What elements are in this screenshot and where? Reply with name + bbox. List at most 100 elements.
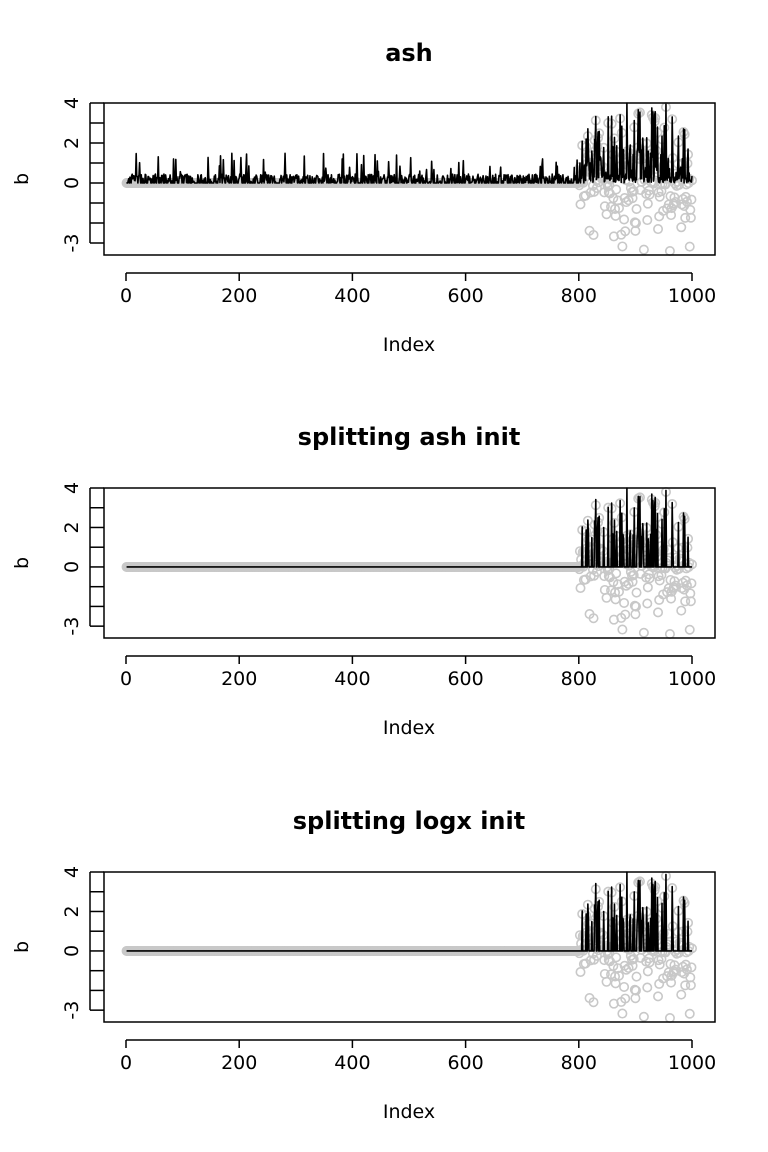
data-point	[627, 193, 638, 204]
data-point	[588, 229, 599, 240]
data-point	[620, 993, 631, 1004]
data-point	[575, 199, 586, 210]
data-point	[666, 977, 677, 988]
data-point	[628, 570, 639, 581]
data-point	[610, 203, 621, 214]
data-point	[654, 191, 665, 202]
y-axis: -3 0 2 4	[61, 866, 104, 1020]
data-point	[653, 607, 664, 618]
x-tick-label: 400	[334, 285, 370, 307]
data-point	[601, 209, 612, 220]
data-point	[610, 971, 621, 982]
data-point	[686, 962, 697, 973]
truth-points	[121, 486, 697, 640]
data-point	[664, 1013, 675, 1024]
data-point	[676, 222, 687, 233]
x-tick-label: 0	[120, 1052, 132, 1074]
x-tick-label: 200	[221, 668, 257, 690]
data-point	[676, 583, 687, 594]
truth-points	[121, 870, 697, 1024]
data-point	[680, 596, 691, 607]
y-tick-label: 4	[61, 482, 83, 494]
data-point	[653, 991, 664, 1002]
data-point	[666, 210, 677, 221]
data-point	[613, 203, 624, 214]
data-point	[619, 981, 630, 992]
data-point	[664, 629, 675, 640]
data-point	[628, 186, 639, 197]
plot-frame	[103, 871, 716, 1023]
data-point	[644, 573, 655, 584]
data-point	[617, 1008, 628, 1019]
data-point	[642, 582, 653, 593]
data-point	[642, 598, 653, 609]
data-point	[611, 184, 622, 195]
y-tick-label: -3	[61, 1001, 83, 1020]
data-point	[680, 191, 691, 202]
data-point	[580, 190, 591, 201]
data-point	[686, 578, 697, 589]
fitted-line	[126, 871, 693, 952]
data-point	[613, 586, 624, 597]
data-point	[580, 958, 591, 969]
data-point	[676, 199, 687, 210]
chart-title: ash	[385, 39, 433, 67]
data-point	[617, 624, 628, 635]
x-tick-label: 400	[334, 1052, 370, 1074]
y-tick-label: 0	[61, 945, 83, 957]
data-point	[684, 624, 695, 635]
y-axis-label: b	[11, 941, 33, 953]
data-point	[680, 212, 691, 223]
data-point	[591, 182, 602, 193]
data-point	[654, 959, 665, 970]
x-tick-label: 0	[120, 668, 132, 690]
data-point	[575, 967, 586, 978]
data-point	[630, 985, 641, 996]
data-point	[580, 574, 591, 585]
data-point	[676, 605, 687, 616]
x-tick-label: 600	[447, 285, 483, 307]
y-tick-label: 4	[61, 866, 83, 878]
data-point	[631, 587, 642, 598]
data-point	[680, 575, 691, 586]
y-axis-label: b	[11, 173, 33, 185]
data-point	[684, 241, 695, 252]
plot-frame	[103, 487, 716, 639]
x-axis-label: Index	[383, 717, 435, 739]
y-tick-label: 2	[61, 905, 83, 917]
chart-title: splitting logx init	[293, 807, 525, 835]
y-tick-label: 0	[61, 177, 83, 189]
plot-frame	[103, 102, 716, 256]
x-axis-label: Index	[383, 1101, 435, 1123]
data-point	[638, 244, 649, 255]
data-point	[642, 966, 653, 977]
chart-panel-2: splitting ash init 0 200 400 600 800 1000 Index…	[11, 423, 716, 739]
data-point	[664, 246, 675, 257]
data-point	[601, 592, 612, 603]
x-tick-label: 0	[120, 285, 132, 307]
data-point	[666, 593, 677, 604]
data-point	[638, 1011, 649, 1022]
x-tick-label: 200	[221, 285, 257, 307]
data-point	[601, 976, 612, 987]
data-point	[638, 627, 649, 638]
x-tick-label: 1000	[668, 285, 716, 307]
data-point	[680, 959, 691, 970]
x-tick-label: 200	[221, 1052, 257, 1074]
y-tick-label: -3	[61, 617, 83, 636]
x-tick-label: 1000	[668, 1052, 716, 1074]
x-tick-label: 800	[561, 668, 597, 690]
x-axis: 0 200 400 600 800 1000	[120, 655, 716, 690]
x-axis: 0 200 400 600 800 1000	[120, 272, 716, 307]
x-tick-label: 1000	[668, 668, 716, 690]
data-point	[611, 568, 622, 579]
data-point	[620, 609, 631, 620]
data-point	[685, 212, 696, 223]
data-point	[631, 971, 642, 982]
data-point	[676, 967, 687, 978]
fitted-line	[126, 487, 693, 568]
data-point	[610, 587, 621, 598]
data-point	[653, 224, 664, 235]
data-point	[627, 576, 638, 587]
